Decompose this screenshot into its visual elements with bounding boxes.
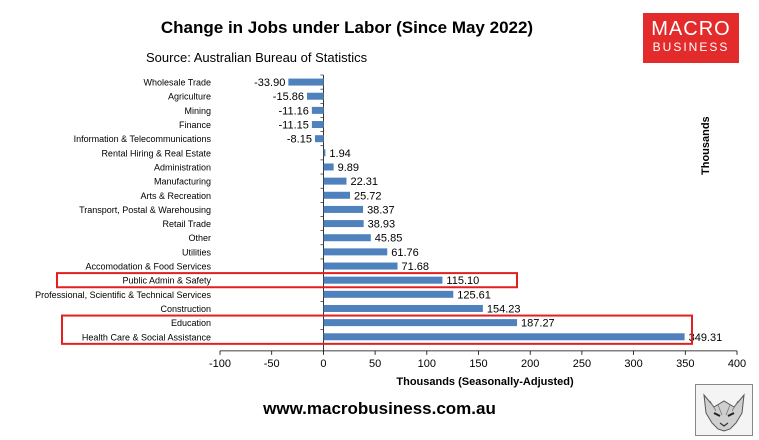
category-label: Information & Telecommunications [74, 134, 212, 144]
chart-title: Change in Jobs under Labor (Since May 20… [160, 18, 534, 37]
category-label: Finance [179, 120, 211, 130]
category-label: Manufacturing [154, 177, 211, 187]
data-label: 25.72 [354, 190, 382, 202]
bar [311, 106, 324, 114]
data-label: -8.15 [287, 134, 312, 146]
data-label: 125.61 [457, 289, 491, 301]
category-label: Accomodation & Food Services [85, 262, 211, 272]
bar [323, 248, 388, 256]
x-tick-label: -50 [264, 358, 280, 370]
category-label: Construction [160, 304, 211, 314]
bar [323, 304, 483, 312]
chart-source: Source: Australian Bureau of Statistics [146, 50, 368, 65]
x-tick-label: 200 [521, 358, 539, 370]
data-label: 61.76 [391, 247, 419, 259]
data-label: 45.85 [375, 233, 403, 245]
category-label: Rental Hiring & Real Estate [101, 148, 211, 158]
bar [323, 205, 364, 213]
x-tick-label: 350 [676, 358, 694, 370]
x-tick-label: 150 [469, 358, 487, 370]
data-label: 38.93 [368, 219, 396, 231]
data-label: -11.15 [278, 120, 308, 132]
category-label: Administration [154, 162, 211, 172]
bar [314, 135, 324, 143]
x-tick-label: 0 [320, 358, 326, 370]
data-label: 22.31 [350, 176, 378, 188]
x-tick-label: 300 [624, 358, 642, 370]
bar [323, 290, 454, 298]
x-tick-label: 400 [728, 358, 746, 370]
x-tick-label: -100 [209, 358, 231, 370]
x-tick-label: 250 [573, 358, 591, 370]
data-label: 115.10 [446, 275, 479, 287]
bar [323, 276, 443, 284]
data-label: 349.31 [689, 332, 723, 344]
bar [307, 92, 324, 100]
highlight-box [56, 272, 518, 289]
bar [323, 163, 334, 171]
data-label: -33.90 [254, 77, 285, 89]
bar [323, 319, 518, 327]
logo-line-2: BUSINESS [652, 40, 730, 54]
category-label: Agriculture [168, 92, 211, 102]
category-label: Utilities [182, 247, 212, 257]
data-label: -11.16 [278, 105, 308, 117]
data-label: 187.27 [521, 318, 555, 330]
bar [323, 191, 350, 199]
data-label: 154.23 [487, 303, 521, 315]
bar [323, 234, 371, 242]
category-label: Professional, Scientific & Technical Ser… [35, 290, 211, 300]
category-label: Health Care & Social Assistance [82, 332, 211, 342]
highlight-box [61, 314, 693, 345]
category-label: Mining [184, 106, 211, 116]
category-label: Retail Trade [162, 219, 211, 229]
bar [288, 78, 324, 86]
bar [323, 333, 685, 341]
bar [323, 220, 364, 228]
macrobusiness-logo: MACRO BUSINESS [643, 13, 739, 63]
data-label: 9.89 [338, 162, 359, 174]
bar [323, 262, 398, 270]
category-label: Education [171, 318, 211, 328]
data-label: 71.68 [402, 261, 430, 273]
bar [323, 177, 347, 185]
category-label: Other [188, 233, 211, 243]
bar [311, 121, 324, 129]
data-label: -15.86 [273, 91, 304, 103]
x-tick-label: 50 [369, 358, 381, 370]
category-label: Wholesale Trade [143, 78, 211, 88]
logo-line-1: MACRO [651, 18, 731, 40]
data-label: 1.94 [329, 148, 350, 160]
category-label: Arts & Recreation [140, 191, 211, 201]
wolf-icon [703, 393, 745, 432]
x-axis-label: Thousands (Seasonally-Adjusted) [396, 376, 574, 388]
y-axis-label: Thousands [700, 116, 712, 175]
category-label: Transport, Postal & Warehousing [79, 205, 211, 215]
bar [323, 149, 326, 157]
category-label: Public Admin & Safety [122, 276, 211, 286]
wolf-logo [695, 384, 753, 436]
x-tick-label: 100 [418, 358, 436, 370]
data-label: 38.37 [367, 204, 395, 216]
footer-url: www.macrobusiness.com.au [263, 399, 496, 418]
